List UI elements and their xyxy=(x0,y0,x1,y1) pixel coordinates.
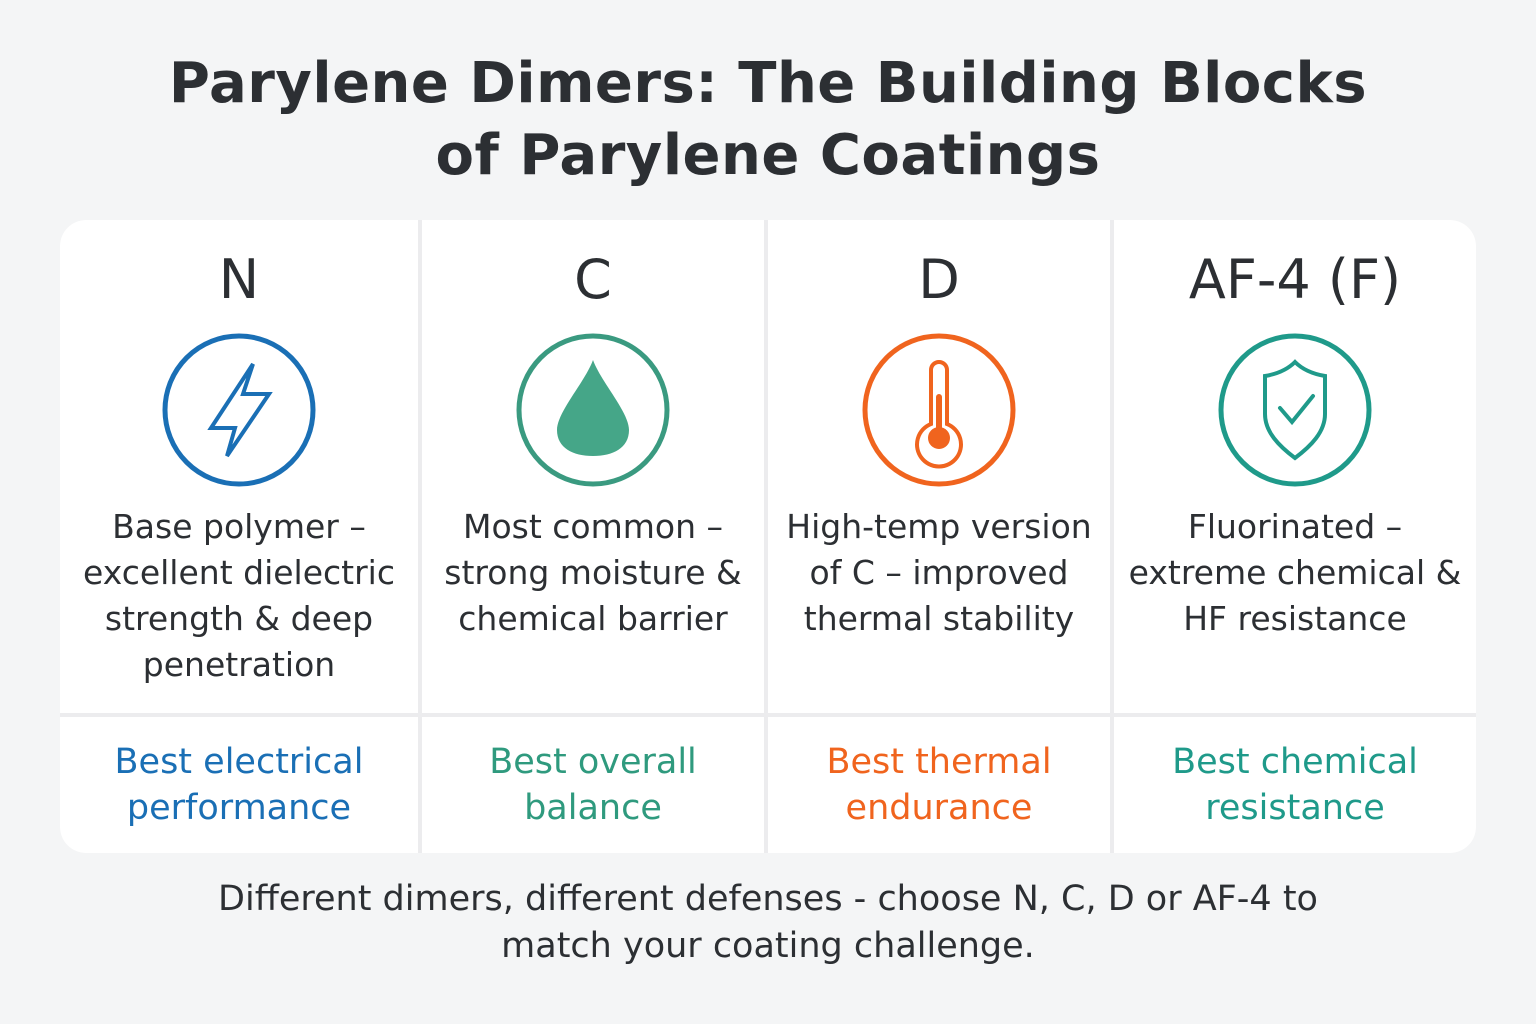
footer-note: Different dimers, different defenses - c… xyxy=(0,876,1536,970)
water-drop-icon xyxy=(516,333,670,487)
column-d: D High-temp version of C – improved ther… xyxy=(768,220,1110,713)
thermometer-icon xyxy=(862,333,1016,487)
title-line-1: Parylene Dimers: The Building Blocks xyxy=(168,51,1368,116)
column-header: AF-4 (F) xyxy=(1188,248,1402,311)
column-c: C Most common – strong moisture & chemic… xyxy=(422,220,764,713)
column-n: N Base polymer – excellent dielectric st… xyxy=(60,220,418,713)
column-description: Base polymer – excellent dielectric stre… xyxy=(83,507,395,684)
column-description: Most common – strong moisture & chemical… xyxy=(444,507,742,638)
column-header: D xyxy=(918,248,960,311)
best-label-n: Best electrical performance xyxy=(60,717,418,853)
column-header: C xyxy=(574,248,612,311)
shield-check-icon xyxy=(1218,333,1372,487)
best-label-d: Best thermal endurance xyxy=(768,717,1110,853)
title-line-2: of Parylene Coatings xyxy=(435,123,1101,188)
footer-text: Different dimers, different defenses - c… xyxy=(218,879,1318,966)
dimer-comparison-table: N Base polymer – excellent dielectric st… xyxy=(60,220,1476,853)
best-label-c: Best overall balance xyxy=(422,717,764,853)
best-label-af4: Best chemical resistance xyxy=(1114,717,1476,853)
column-af4: AF-4 (F) Fluorinated – extreme chemical … xyxy=(1114,220,1476,713)
column-header: N xyxy=(218,248,260,311)
column-description: Fluorinated – extreme chemical & HF resi… xyxy=(1128,507,1462,638)
page-title: Parylene Dimers: The Building Blocks of … xyxy=(0,48,1536,192)
column-description: High-temp version of C – improved therma… xyxy=(786,507,1092,638)
lightning-bolt-icon xyxy=(162,333,316,487)
